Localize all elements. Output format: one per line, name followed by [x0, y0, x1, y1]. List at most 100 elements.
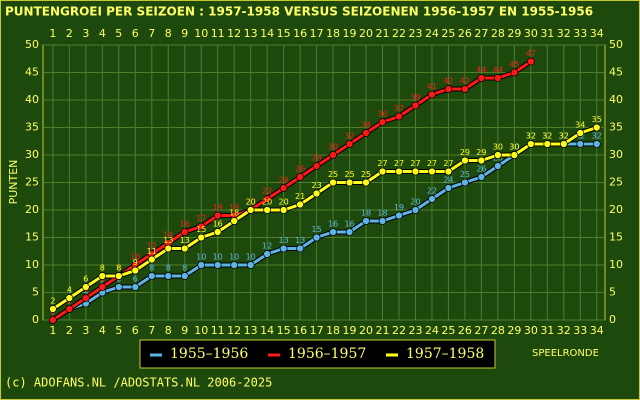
y-tick-label: 10 [25, 258, 39, 271]
value-label: 17 [196, 214, 206, 223]
point [477, 173, 486, 181]
x-tick-label: 16 [293, 324, 307, 337]
x-tick-label: 29 [507, 324, 521, 337]
value-label: 8 [116, 264, 121, 273]
x-tick-label: 10 [194, 324, 208, 337]
value-label: 27 [410, 159, 420, 168]
value-label: 29 [460, 148, 470, 157]
point [345, 140, 354, 148]
value-label: 32 [542, 132, 552, 141]
x2-tick-label: 13 [244, 27, 258, 40]
x2-tick-label: 25 [441, 27, 455, 40]
point [296, 244, 304, 253]
x-tick-label: 14 [260, 324, 274, 337]
value-label: 25 [460, 170, 470, 179]
x2-tick-label: 12 [227, 27, 241, 40]
point [395, 167, 403, 176]
x2-tick-label: 8 [165, 27, 172, 40]
point [65, 294, 74, 302]
y-tick-label: 50 [25, 38, 39, 51]
value-label: 25 [361, 170, 371, 179]
value-label: 39 [410, 93, 420, 102]
x-tick-label: 33 [573, 324, 587, 337]
point [213, 261, 222, 269]
x-tick-label: 5 [115, 324, 122, 337]
series-line [52, 126, 598, 311]
point [477, 156, 486, 165]
y-axis-label: PUNTEN [7, 160, 20, 205]
value-label: 13 [295, 236, 305, 245]
y2-tick-label: 40 [609, 93, 623, 106]
legend-label: 1957–1958 [406, 346, 484, 362]
value-label: 15 [311, 225, 321, 234]
value-label: 13 [279, 236, 289, 245]
value-label: 22 [262, 187, 272, 196]
value-label: 8 [182, 264, 187, 273]
value-label: 19 [213, 203, 223, 212]
x2-tick-label: 18 [326, 27, 340, 40]
point [444, 167, 453, 176]
x2-tick-label: 4 [99, 27, 106, 40]
point [362, 217, 370, 225]
value-label: 32 [344, 132, 354, 141]
x2-tick-label: 9 [181, 27, 188, 40]
point [461, 85, 469, 93]
x-tick-label: 24 [425, 324, 439, 337]
x2-tick-label: 27 [474, 27, 488, 40]
point [180, 272, 189, 280]
value-label: 27 [443, 159, 453, 168]
point [131, 266, 140, 275]
y-tick-label: 40 [25, 93, 39, 106]
x-tick-label: 27 [474, 324, 488, 337]
value-label: 45 [509, 60, 519, 69]
y-tick-label: 15 [25, 231, 39, 244]
y-tick-label: 30 [25, 148, 39, 161]
footer: (c) ADOFANS.NL /ADOSTATS.NL 2006-2025 [5, 376, 272, 390]
x2-tick-label: 16 [293, 27, 307, 40]
x-tick-label: 11 [211, 324, 225, 337]
point [230, 217, 239, 225]
x-tick-label: 9 [181, 324, 188, 337]
point [147, 255, 156, 264]
x2-tick-label: 23 [408, 27, 422, 40]
value-label: 4 [67, 286, 72, 295]
x2-tick-label: 32 [557, 27, 571, 40]
y-tick-label: 25 [25, 176, 39, 189]
y2-tick-label: 0 [609, 313, 616, 326]
point [428, 167, 436, 176]
point [362, 178, 370, 187]
value-label: 16 [344, 220, 354, 229]
value-label: 34 [575, 121, 585, 130]
x-tick-label: 19 [343, 324, 357, 337]
point [494, 151, 502, 159]
point [526, 140, 535, 148]
point [213, 211, 222, 220]
point [230, 261, 239, 269]
x-tick-label: 30 [524, 324, 538, 337]
value-label: 35 [592, 115, 602, 124]
value-label: 37 [394, 104, 404, 113]
value-label: 2 [50, 297, 55, 306]
y-tick-label: 0 [32, 313, 39, 326]
point [197, 233, 206, 242]
value-label: 23 [311, 181, 321, 190]
value-label: 12 [262, 242, 272, 251]
value-label: 32 [592, 132, 602, 141]
x-tick-label: 20 [359, 324, 373, 337]
x2-tick-label: 22 [392, 27, 406, 40]
value-label: 14 [163, 231, 173, 240]
point [592, 123, 601, 132]
point [246, 206, 255, 214]
x2-tick-label: 33 [573, 27, 587, 40]
value-label: 13 [180, 236, 190, 245]
y2-tick-label: 25 [609, 176, 623, 189]
x2-tick-label: 17 [310, 27, 324, 40]
value-label: 19 [229, 203, 239, 212]
point [296, 200, 304, 209]
value-label: 11 [147, 247, 157, 256]
point [345, 178, 354, 187]
x-tick-label: 26 [458, 324, 472, 337]
point [312, 233, 321, 242]
point [147, 272, 156, 280]
value-label: 26 [476, 165, 486, 174]
